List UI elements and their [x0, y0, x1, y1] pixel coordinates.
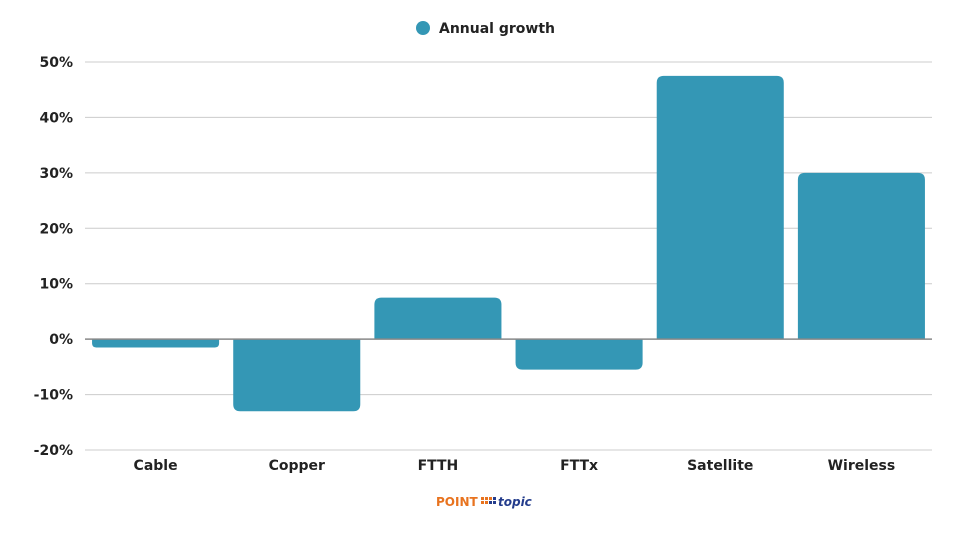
- svg-text:topic: topic: [498, 495, 532, 509]
- bar-ftth[interactable]: [374, 297, 502, 340]
- y-tick-labels: 50% 40% 30% 20% 10% 0% -10% -20%: [34, 55, 73, 459]
- y-tick-label: 10%: [39, 277, 73, 293]
- bar-satellite[interactable]: [656, 75, 784, 340]
- bar-fttx[interactable]: [515, 339, 643, 370]
- bar-cable[interactable]: [92, 339, 220, 348]
- y-tick-label: -20%: [34, 443, 73, 459]
- x-tick-label-cable: Cable: [134, 458, 178, 474]
- y-tick-label: 0%: [49, 332, 73, 348]
- bars-layer: [92, 75, 925, 412]
- x-tick-label-wireless: Wireless: [828, 458, 896, 474]
- grid-layer: [85, 61, 932, 451]
- y-tick-label: 20%: [39, 221, 73, 237]
- x-tick-label-fttx: FTTx: [560, 458, 598, 474]
- logo-dots-icon: [481, 497, 496, 504]
- x-tick-label-ftth: FTTH: [418, 458, 459, 474]
- bar-copper[interactable]: [233, 339, 361, 412]
- y-tick-label: 40%: [39, 110, 73, 126]
- logo-part-point: POINT: [436, 495, 479, 509]
- x-tick-label-copper: Copper: [269, 458, 325, 474]
- y-tick-label: 50%: [39, 55, 73, 71]
- legend-swatch: [416, 21, 430, 35]
- logo-part-topic: topic: [498, 495, 532, 509]
- svg-text:POINT: POINT: [436, 495, 479, 509]
- legend-label: Annual growth: [439, 21, 555, 37]
- y-tick-label: 30%: [39, 166, 73, 182]
- x-tick-labels: Cable Copper FTTH FTTx Satellite Wireless: [134, 458, 896, 474]
- y-tick-label: -10%: [34, 388, 73, 404]
- logo: POINT topic: [436, 495, 532, 509]
- legend[interactable]: Annual growth: [416, 21, 555, 37]
- x-tick-label-satellite: Satellite: [687, 458, 753, 474]
- bar-wireless[interactable]: [797, 172, 925, 340]
